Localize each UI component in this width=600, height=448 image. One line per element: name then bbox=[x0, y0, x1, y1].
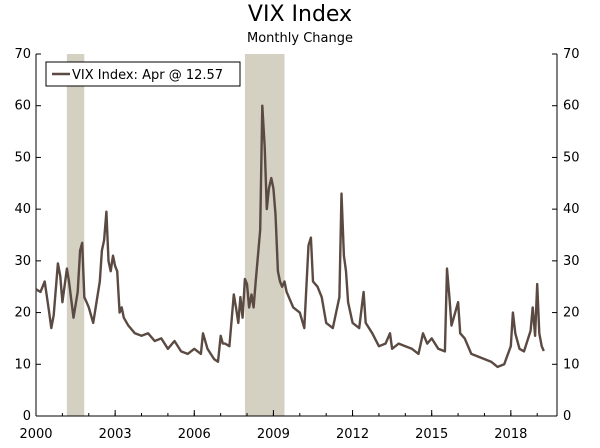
y-tick-label-left: 20 bbox=[14, 306, 31, 321]
y-tick-label-left: 40 bbox=[14, 202, 31, 217]
y-tick-label-left: 0 bbox=[23, 409, 31, 424]
y-tick-label-left: 10 bbox=[14, 357, 31, 372]
x-tick-label: 2018 bbox=[494, 427, 527, 442]
y-tick-label-left: 60 bbox=[14, 99, 31, 114]
y-tick-label-right: 60 bbox=[563, 99, 580, 114]
series-layer bbox=[35, 104, 545, 369]
x-tick-label: 2009 bbox=[257, 427, 290, 442]
x-tick-label: 2003 bbox=[99, 427, 132, 442]
y-tick-label-left: 30 bbox=[14, 254, 31, 269]
x-tick-label: 2006 bbox=[178, 427, 211, 442]
recession-band-1 bbox=[244, 54, 285, 416]
y-tick-label-right: 40 bbox=[563, 202, 580, 217]
y-tick-label-right: 10 bbox=[563, 357, 580, 372]
legend: VIX Index: Apr @ 12.57 bbox=[45, 61, 241, 87]
y-tick-label-left: 70 bbox=[14, 47, 31, 62]
y-tick-label-right: 0 bbox=[563, 409, 571, 424]
x-tick-label: 2015 bbox=[415, 427, 448, 442]
y-tick-label-right: 20 bbox=[563, 306, 580, 321]
x-tick-label: 2000 bbox=[19, 427, 52, 442]
y-tick-label-left: 50 bbox=[14, 150, 31, 165]
y-tick-label-right: 70 bbox=[563, 47, 580, 62]
y-tick-label-right: 30 bbox=[563, 254, 580, 269]
axes: 0 0 10 10 20 20 30 30 40 40 50 50 60 60 70 70 2000 2003 20… bbox=[14, 47, 579, 442]
chart-title: VIX Index bbox=[247, 2, 353, 27]
x-tick-label: 2012 bbox=[336, 427, 369, 442]
series-line-0 bbox=[35, 104, 545, 369]
chart-subtitle: Monthly Change bbox=[247, 31, 353, 46]
legend-box bbox=[45, 61, 241, 87]
recession-bands bbox=[66, 54, 285, 416]
y-tick-label-right: 50 bbox=[563, 150, 580, 165]
recession-band-0 bbox=[66, 54, 85, 416]
legend-label: VIX Index: Apr @ 12.57 bbox=[72, 68, 223, 83]
